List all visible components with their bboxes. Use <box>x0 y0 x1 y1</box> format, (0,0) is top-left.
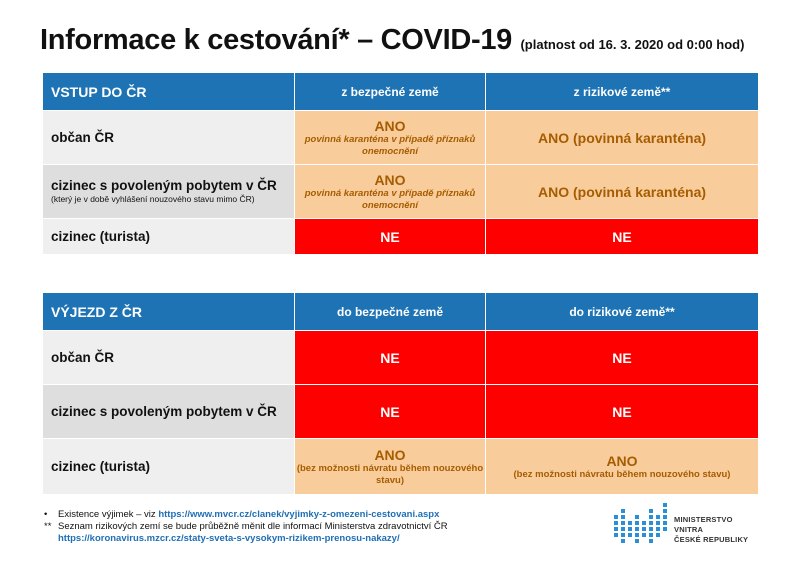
answer-note: (bez možnosti návratu během nouzového st… <box>296 462 484 486</box>
exit-row-citizen: občan ČR NE NE <box>42 330 759 385</box>
exceptions-link[interactable]: https://www.mvcr.cz/clanek/vyjimky-z-ome… <box>158 509 440 520</box>
row-label-text: cizinec s povoleným pobytem v ČR <box>51 403 277 419</box>
ministry-logo: MINISTERSTVO VNITRA ČESKÉ REPUBLIKY <box>612 501 762 545</box>
footnote-text: Existence výjimek – viz <box>58 509 156 520</box>
title-main: Informace k cestování* – COVID-19 <box>40 24 513 56</box>
exit-citizen-safe: NE <box>294 330 486 385</box>
ministry-logo-icon <box>614 503 667 543</box>
answer-yes: ANO (povinná karanténa) <box>537 183 707 200</box>
answer-yes: ANO <box>374 117 406 134</box>
footnote-exceptions: • Existence výjimek – viz https://www.mv… <box>44 509 564 521</box>
logo-line1: MINISTERSTVO VNITRA <box>674 515 733 534</box>
exit-row-tourist: cizinec (turista) ANO (bez možnosti návr… <box>42 438 759 495</box>
answer-yes: ANO <box>374 171 406 188</box>
answer-yes: ANO (povinná karanténa) <box>537 129 707 146</box>
row-sublabel-text: (který je v době vyhlášení nouzového sta… <box>51 194 255 204</box>
exit-header-row: VÝJEZD Z ČR do bezpečné země do rizikové… <box>42 292 759 331</box>
row-label: cizinec (turista) <box>42 438 295 495</box>
exit-header-safe: do bezpečné země <box>294 292 486 331</box>
entry-row-resident: cizinec s povoleným pobytem v ČR (který … <box>42 164 759 219</box>
row-label-text: občan ČR <box>51 129 115 145</box>
entry-citizen-safe: ANO povinná karanténa v případě příznaků… <box>294 110 486 165</box>
exit-resident-safe: NE <box>294 384 486 439</box>
entry-tourist-risk: NE <box>485 218 759 255</box>
answer-note: povinná karanténa v případě příznaků one… <box>304 133 476 157</box>
footnote-marker: • <box>44 509 48 520</box>
entry-resident-safe: ANO povinná karanténa v případě příznaků… <box>294 164 486 219</box>
entry-header-risk: z rizikové země** <box>485 72 759 111</box>
footnote-risk-countries: ** Seznam rizikových zemí se bude průběž… <box>44 521 564 545</box>
entry-citizen-risk: ANO (povinná karanténa) <box>485 110 759 165</box>
row-label-text: cizinec (turista) <box>51 458 151 474</box>
answer-note: (bez možnosti návratu během nouzového st… <box>513 468 731 480</box>
entry-table: VSTUP DO ČR z bezpečné země z rizikové z… <box>42 72 759 255</box>
risk-countries-link[interactable]: https://koronavirus.mzcr.cz/staty-sveta-… <box>58 533 400 544</box>
row-label: cizinec (turista) <box>42 218 295 255</box>
exit-row-resident: cizinec s povoleným pobytem v ČR NE NE <box>42 384 759 439</box>
entry-header-safe: z bezpečné země <box>294 72 486 111</box>
answer-yes: ANO <box>374 446 406 463</box>
footnote-marker: ** <box>44 521 52 532</box>
footnote-text: Seznam rizikových zemí se bude průběžně … <box>58 521 448 532</box>
entry-header-row: VSTUP DO ČR z bezpečné země z rizikové z… <box>42 72 759 111</box>
title-validity: (platnost od 16. 3. 2020 od 0:00 hod) <box>520 37 745 52</box>
footnotes: • Existence výjimek – viz https://www.mv… <box>44 509 564 545</box>
row-label: občan ČR <box>42 330 295 385</box>
answer-note: povinná karanténa v případě příznaků one… <box>304 187 476 211</box>
row-label: občan ČR <box>42 110 295 165</box>
entry-header-title: VSTUP DO ČR <box>42 72 295 111</box>
row-label-text: občan ČR <box>51 349 115 365</box>
row-label-text: cizinec (turista) <box>51 228 151 244</box>
answer-yes: ANO <box>606 452 638 469</box>
exit-tourist-risk: ANO (bez možnosti návratu během nouzovéh… <box>485 438 759 495</box>
exit-tourist-safe: ANO (bez možnosti návratu během nouzovéh… <box>294 438 486 495</box>
exit-table: VÝJEZD Z ČR do bezpečné země do rizikové… <box>42 292 759 495</box>
entry-tourist-safe: NE <box>294 218 486 255</box>
logo-line2: ČESKÉ REPUBLIKY <box>674 535 749 544</box>
entry-row-tourist: cizinec (turista) NE NE <box>42 218 759 255</box>
exit-citizen-risk: NE <box>485 330 759 385</box>
page-title: Informace k cestování* – COVID-19 (platn… <box>40 24 744 57</box>
row-label-text: cizinec s povoleným pobytem v ČR <box>51 178 277 193</box>
entry-resident-risk: ANO (povinná karanténa) <box>485 164 759 219</box>
exit-resident-risk: NE <box>485 384 759 439</box>
row-label: cizinec s povoleným pobytem v ČR (který … <box>42 164 295 219</box>
exit-header-title: VÝJEZD Z ČR <box>42 292 295 331</box>
exit-header-risk: do rizikové země** <box>485 292 759 331</box>
logo-text: MINISTERSTVO VNITRA ČESKÉ REPUBLIKY <box>674 515 762 545</box>
entry-row-citizen: občan ČR ANO povinná karanténa v případě… <box>42 110 759 165</box>
row-label: cizinec s povoleným pobytem v ČR <box>42 384 295 439</box>
